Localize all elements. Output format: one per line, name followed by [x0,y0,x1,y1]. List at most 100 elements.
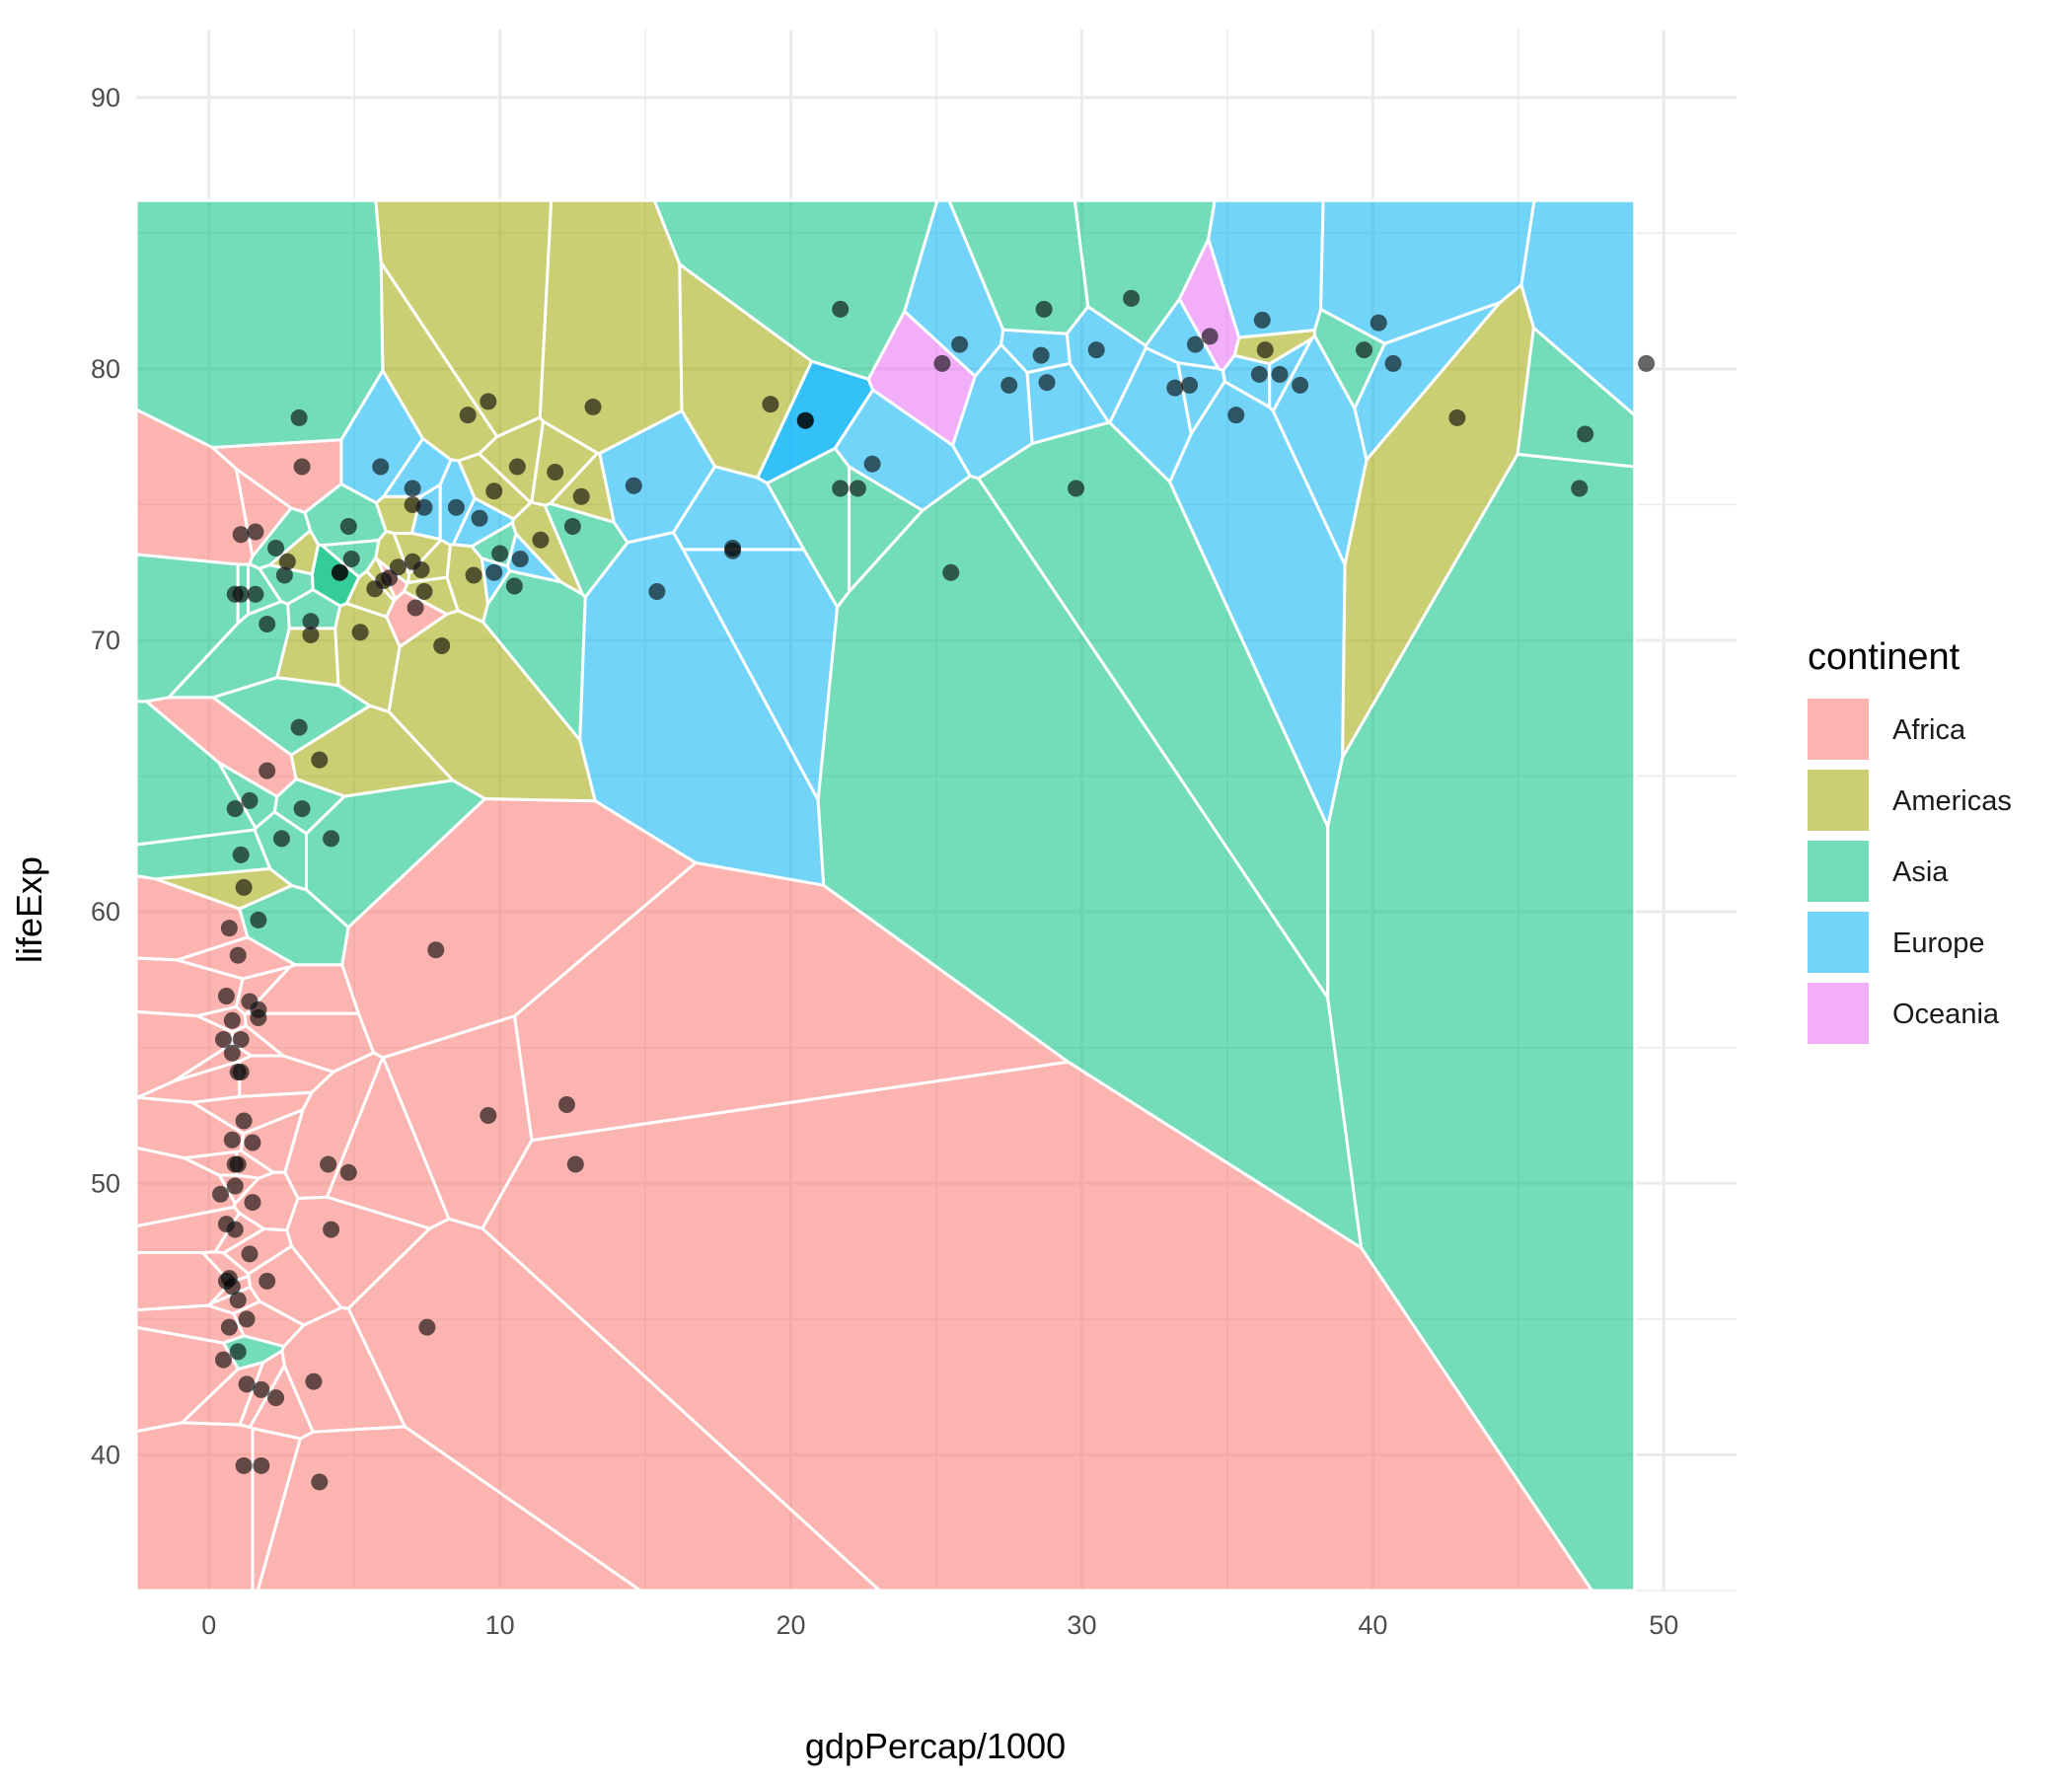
data-point-europe [1038,374,1056,392]
data-point-africa [226,1177,244,1195]
data-point-europe [485,563,503,581]
y-tick-label: 70 [91,626,120,655]
data-point-africa [418,1318,436,1336]
data-point-asia [267,539,285,557]
data-point-asia [259,616,276,633]
legend-key-oceania [1808,983,1869,1044]
legend-label-oceania: Oceania [1892,999,2000,1030]
data-point-asia [339,517,357,535]
data-point-africa [259,1272,276,1290]
data-point-asia [1068,480,1085,497]
data-point-africa [253,1456,270,1474]
data-point-americas [366,580,384,598]
data-point-africa [217,987,235,1004]
data-point-americas [459,407,477,424]
voronoi-cell-europe [1319,198,1536,345]
data-point-africa [232,1030,250,1048]
data-point-africa [220,920,238,937]
data-point-africa [235,1112,253,1130]
data-point-asia [302,613,320,631]
x-tick-label: 0 [201,1610,216,1640]
data-point-africa [427,941,445,959]
data-point-europe [1186,335,1204,353]
y-tick-label: 80 [91,354,120,384]
voronoi-cell-asia [247,506,313,570]
data-point-africa [238,1310,256,1328]
voronoi-cell-asia [1326,452,1637,1593]
data-point-africa [253,1380,270,1398]
data-point-europe [1227,407,1245,424]
voronoi-cells [130,198,1637,1593]
data-point-americas [235,878,253,896]
data-point-africa [407,599,424,617]
data-point-africa [293,458,311,476]
data-point-africa [480,1107,497,1125]
data-point-africa [250,1008,267,1026]
data-point-asia [250,911,267,928]
data-point-asia [241,791,259,809]
data-point-africa [311,1473,329,1491]
voronoi-cell-europe [1271,333,1369,570]
data-point-asia [323,830,340,848]
legend-key-asia [1808,841,1869,902]
data-point-europe [447,498,465,516]
voronoi-cell-africa [134,1009,234,1100]
data-point-africa [232,526,250,544]
data-point-asia [247,585,264,603]
voronoi-cell-oceania [1177,235,1241,373]
data-point-europe [724,539,742,557]
voronoi-cell-asia [134,700,258,847]
data-point-africa [267,1389,285,1407]
data-point-africa [320,1155,337,1173]
data-point-europe [372,458,390,476]
data-point-oceania [1201,328,1219,345]
data-point-asia [1123,289,1141,307]
data-point-europe [415,498,433,516]
voronoi-cell-asia [134,198,385,450]
data-point-africa [214,1030,232,1048]
data-point-africa [212,1185,230,1203]
data-point-africa [238,1375,256,1393]
x-tick-label: 40 [1358,1610,1387,1640]
data-point-africa [232,1064,250,1081]
data-point-americas [1256,341,1274,359]
data-point-asia [232,846,250,863]
legend-key-americas [1808,770,1869,831]
data-point-asia [331,563,348,581]
data-point-europe [511,551,529,568]
voronoi-cell-africa [232,1170,300,1232]
data-point-africa [323,1221,340,1238]
data-point-asia [290,408,308,426]
voronoi-cell-oceania [866,309,977,448]
y-tick-label: 40 [91,1440,120,1469]
legend-label-europe: Europe [1892,928,1985,959]
data-point-africa [244,1194,261,1212]
voronoi-cell-europe [671,465,807,552]
data-point-europe [404,480,421,497]
data-point-africa [566,1155,584,1173]
x-axis-ticks: 0 10 20 30 40 50 [201,1610,1678,1640]
data-point-africa [229,946,247,964]
data-point-europe [625,477,642,494]
data-point-europe [1292,376,1309,394]
data-point-europe [863,455,881,473]
y-tick-label: 60 [91,897,120,927]
data-point-africa [220,1318,238,1336]
data-point-africa [223,1011,241,1029]
legend-title: continent [1808,636,1961,678]
voronoi-cell-europe [578,530,826,888]
data-point-africa [223,1131,241,1149]
x-axis-title: gdpPercap/1000 [805,1726,1066,1766]
data-point-europe [1384,354,1402,372]
data-point-europe [1166,379,1184,397]
data-point-oceania [933,354,951,372]
voronoi-cell-africa [134,1421,255,1593]
data-point-europe [1000,376,1018,394]
data-point-europe [1250,365,1268,383]
legend-label-americas: Americas [1892,785,2012,817]
voronoi-cell-asia [305,779,488,929]
data-point-asia [293,800,311,818]
data-point-europe [1253,311,1271,329]
